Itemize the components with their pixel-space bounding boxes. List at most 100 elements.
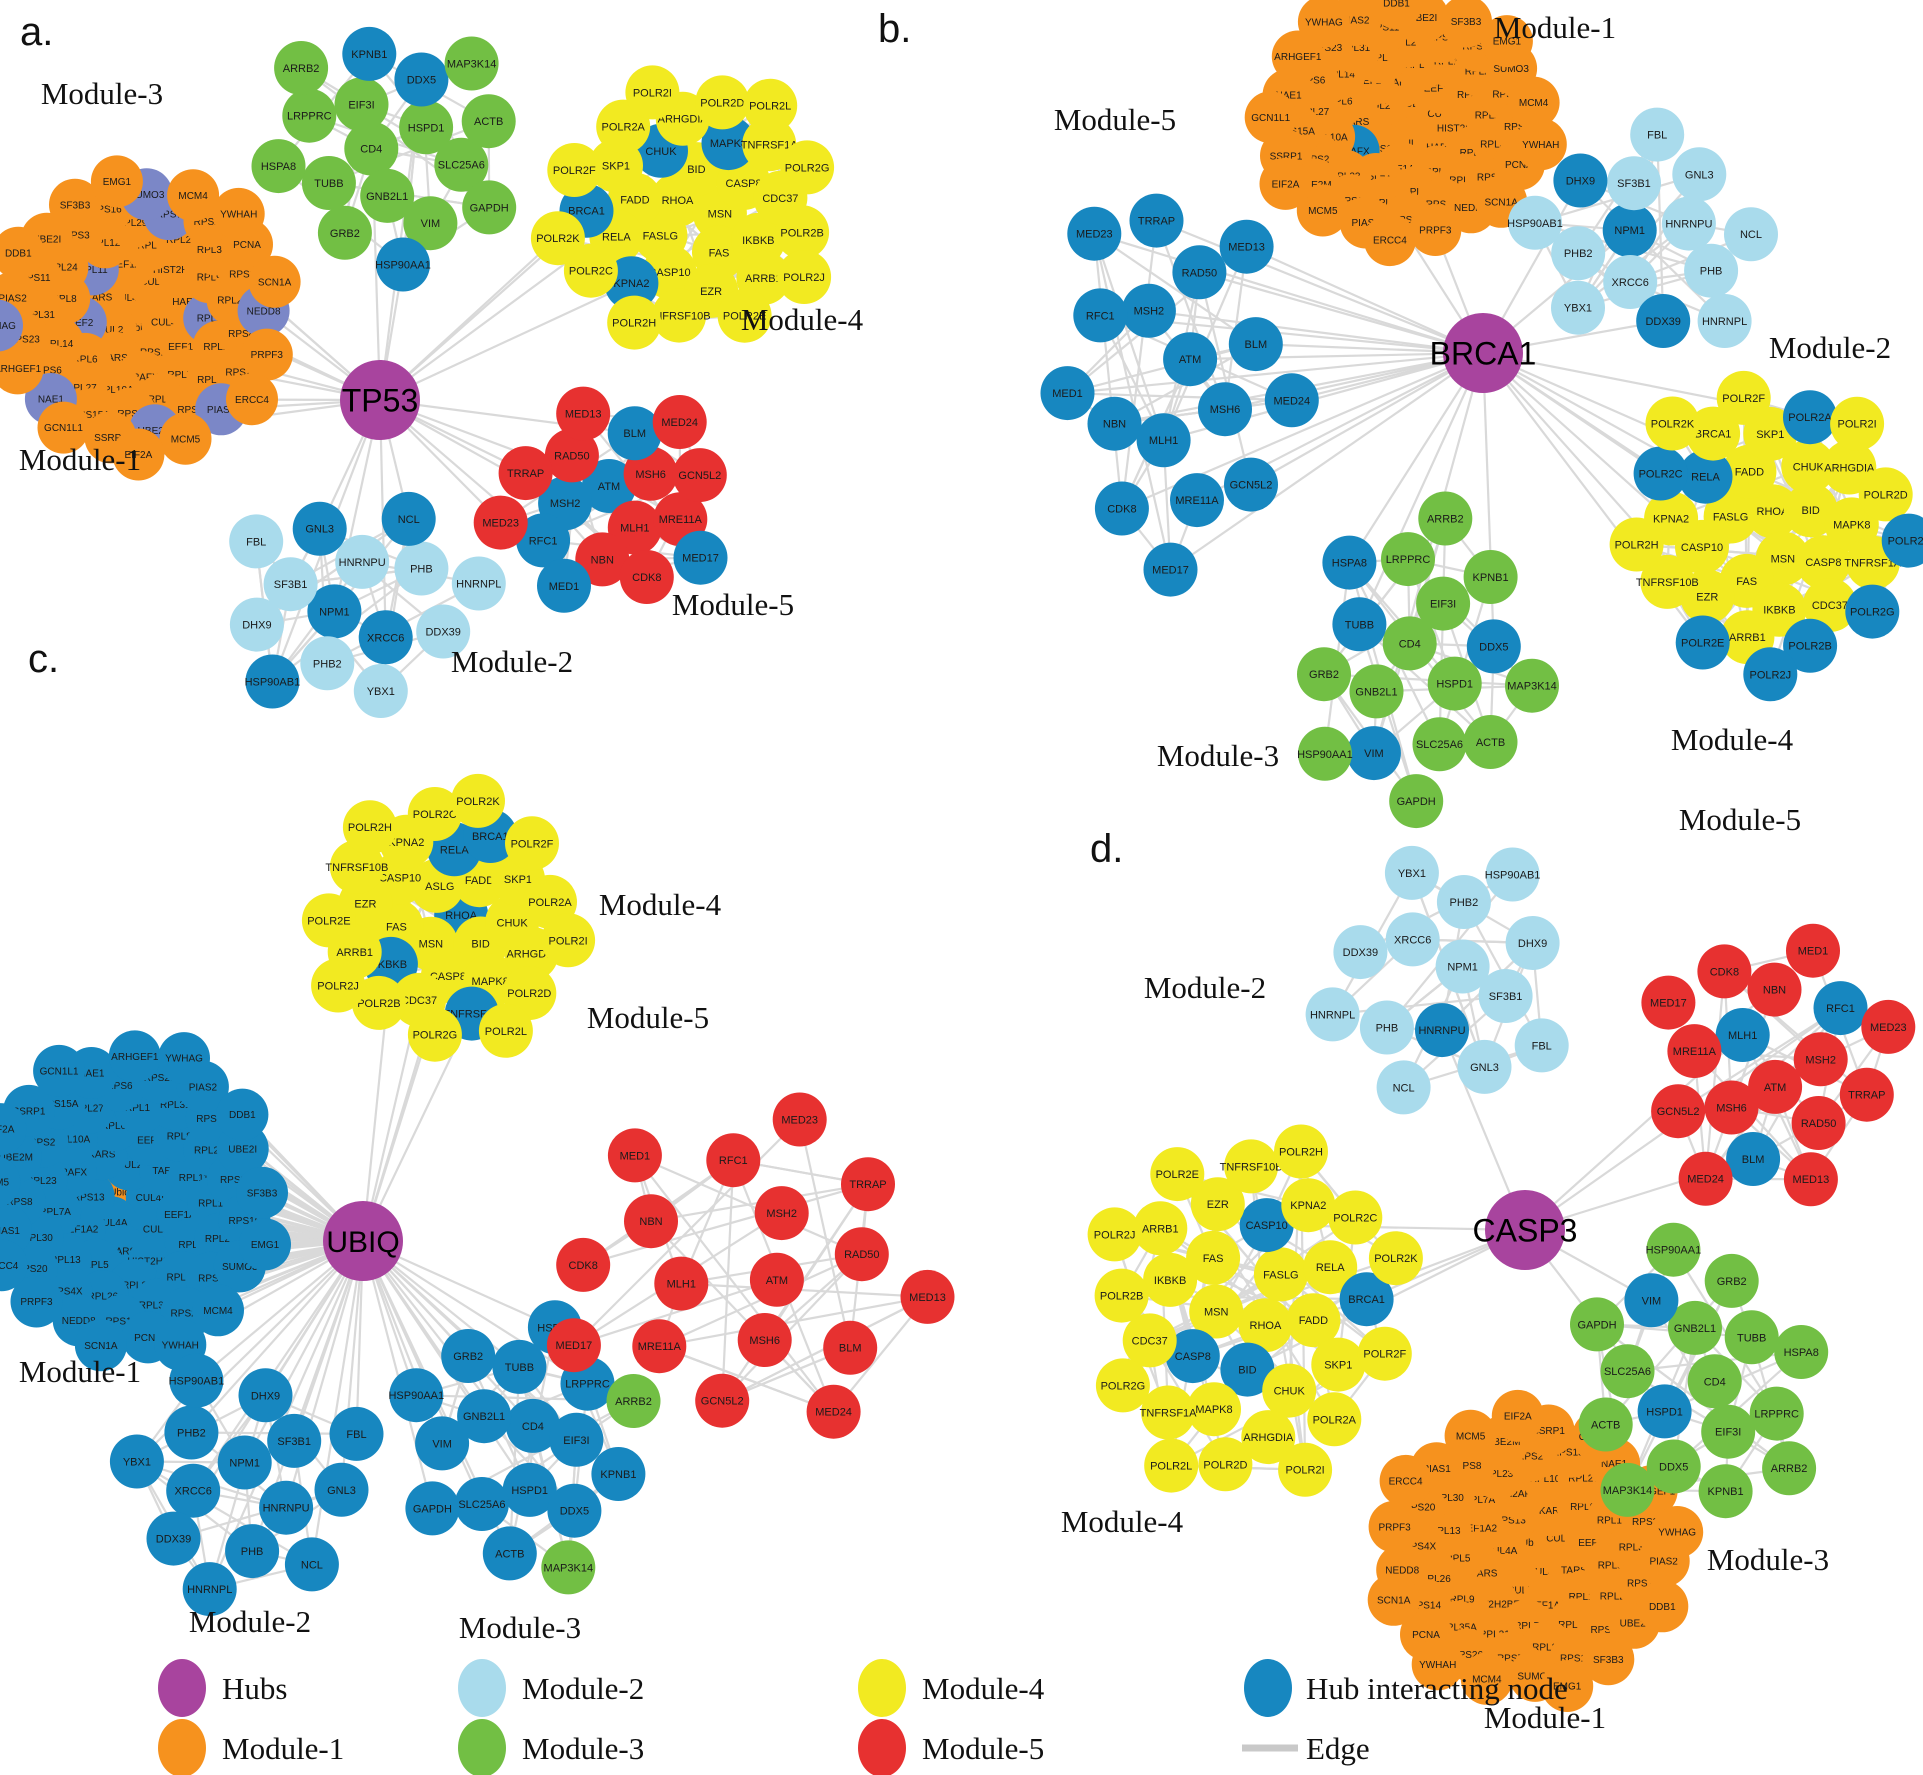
node-label: MAPK8 — [1833, 519, 1870, 531]
network-node-GRB2 — [317, 205, 372, 260]
node-label: SUMO3 — [1517, 1672, 1553, 1683]
network-node-GCN1L1 — [33, 1044, 86, 1097]
node-label: XRCC6 — [367, 632, 404, 644]
node-label: EMG1 — [103, 177, 132, 188]
node-label: MSN — [708, 209, 733, 221]
node-label: SSRP1 — [94, 433, 127, 444]
network-node-CDC37 — [1802, 578, 1857, 633]
node-label: RPL8 — [1598, 1560, 1623, 1571]
network-node-YBX1 — [353, 664, 408, 718]
node-label: TARS — [86, 292, 112, 303]
node-label: TRRAP — [849, 1179, 886, 1191]
hub-edge — [1358, 352, 1485, 625]
node-label: EEF2 — [68, 318, 93, 329]
node-label: POLR2B — [1100, 1291, 1143, 1303]
network-node-EIF2A — [112, 428, 165, 481]
node-label: MAP3K14 — [447, 59, 497, 71]
legend-swatch-hub-interacting-node — [1244, 1659, 1292, 1717]
node-label: EIF2A — [1504, 1412, 1532, 1423]
node-label: RPS13 — [73, 1192, 105, 1203]
node-label: GNL3 — [1685, 169, 1714, 181]
node-label: RPL21 — [1479, 1629, 1510, 1640]
network-node-EIF2A — [0, 1103, 27, 1156]
network-node-MSH6 — [1704, 1080, 1759, 1135]
node-label: CDK8 — [569, 1260, 598, 1272]
node-label: HSPD1 — [1646, 1406, 1683, 1418]
node-label: IKBKB — [1763, 605, 1795, 617]
node-label: RPL9 — [122, 1281, 147, 1292]
network-node-MSN — [1189, 1284, 1244, 1339]
node-label: FBL — [346, 1429, 366, 1441]
node-label: MSH6 — [635, 469, 666, 481]
panel-b-nodes: UbiqCUL4BCUL4ACUL2CUL5RPS13TARSHARSKARSE… — [1040, 0, 1923, 829]
network-node-FADD — [1286, 1293, 1341, 1348]
node-label: FAS — [1203, 1253, 1224, 1265]
node-label: PHB — [1376, 1023, 1399, 1035]
node-label: CASP10 — [1246, 1220, 1288, 1232]
node-label: MAP3K14 — [1507, 681, 1557, 693]
node-label: ARRB2 — [1771, 1463, 1808, 1475]
network-node-KPNB1 — [1463, 550, 1518, 604]
node-label: NEDD8 — [1385, 1566, 1419, 1577]
network-node-MRE11A — [632, 1319, 687, 1374]
node-label: RPL5 — [1445, 1554, 1470, 1565]
node-label: GNL3 — [1470, 1062, 1499, 1074]
node-label: RPS13 — [140, 347, 172, 358]
node-label: RFC1 — [1826, 1003, 1855, 1015]
node-label: GCN5L2 — [1657, 1106, 1700, 1118]
module-label-c-module-1: Module-1 — [19, 1354, 141, 1389]
edge — [721, 1253, 863, 1402]
panel-letter-d: d. — [1090, 827, 1123, 871]
hub-label-CASP3: CASP3 — [1473, 1213, 1578, 1249]
node-label: EZR — [1696, 592, 1718, 604]
network-node-EMG1 — [90, 155, 143, 208]
node-label: RPL9 — [1449, 1594, 1474, 1605]
edge — [721, 1160, 735, 1401]
node-label: RPL35A — [139, 1300, 177, 1311]
node-label: POLR2J — [783, 272, 825, 284]
network-node-HSPD1 — [1637, 1384, 1692, 1439]
node-label: SUMO3 — [1493, 64, 1529, 75]
network-node-IKBKB — [1143, 1252, 1198, 1307]
node-label: ARHGDIA — [1243, 1432, 1294, 1444]
node-label: PIAS2 — [0, 293, 27, 304]
network-node-NCL — [381, 491, 436, 546]
network-node-NPM1 — [307, 584, 362, 639]
node-label: DDB1 — [1383, 0, 1410, 10]
network-node-NBN — [624, 1194, 678, 1249]
network-node-BID — [1220, 1342, 1275, 1397]
network-node-TNFRSF10B — [652, 288, 707, 343]
network-node-POLR2L — [478, 1003, 533, 1058]
node-label: RPL10A — [53, 1135, 91, 1146]
network-node-ARHGEF1 — [0, 342, 44, 395]
network-node-TRRAP — [498, 446, 553, 501]
node-label: RPL8 — [167, 1131, 192, 1142]
network-node-POLR2C — [407, 787, 462, 841]
node-label: POLR2F — [553, 165, 596, 177]
network-node-XRCC6 — [358, 610, 413, 665]
network-node-DDB1 — [1636, 1580, 1689, 1633]
network-node-MED17 — [1641, 975, 1696, 1030]
node-label: CUL5 — [1427, 109, 1453, 120]
node-label: RPS8 — [6, 1197, 33, 1208]
network-node-YWHAH — [1514, 118, 1567, 171]
node-label: FASLG — [643, 230, 678, 242]
network-node-SF3B3 — [1582, 1633, 1635, 1686]
node-label: RPL6 — [73, 355, 98, 366]
network-node-POLR2K — [530, 211, 585, 266]
edge — [1358, 623, 1492, 743]
node-label: CASP8 — [1805, 557, 1841, 569]
network-node-PHB2 — [164, 1405, 219, 1460]
node-label: RPS4X — [1403, 1542, 1436, 1553]
node-label: TARS — [1387, 78, 1413, 89]
hub-edge — [1348, 352, 1484, 564]
node-label: RPS26 — [171, 1309, 203, 1320]
node-label: RPL21 — [167, 1273, 198, 1284]
network-node-HSP90AA1 — [1297, 726, 1352, 781]
node-label: CASP10 — [1681, 542, 1723, 554]
network-node-YWHAH — [212, 187, 265, 240]
network-node-DDB1 — [0, 226, 45, 279]
node-label: GCN1L1 — [40, 1067, 79, 1078]
node-label: POLR2L — [1150, 1461, 1192, 1473]
node-label: KPNA2 — [388, 837, 424, 849]
